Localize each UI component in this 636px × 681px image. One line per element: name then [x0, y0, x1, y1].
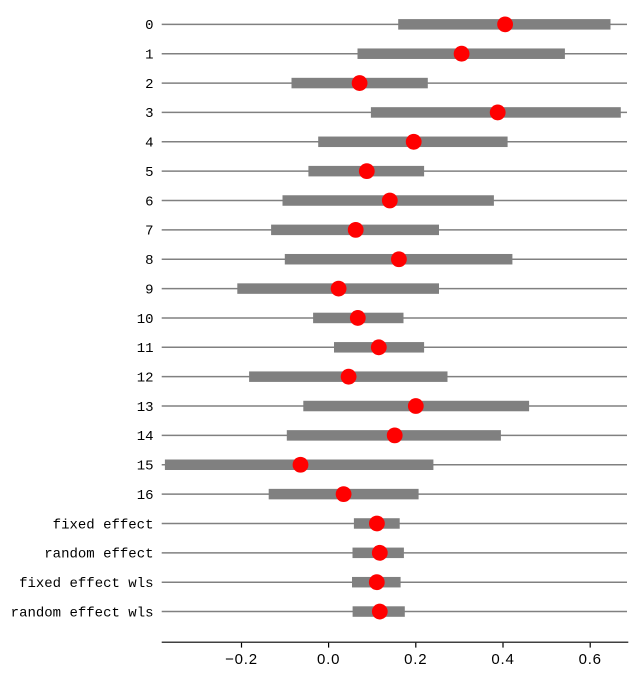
svg-text:fixed effect wls: fixed effect wls: [19, 576, 153, 592]
svg-text:8: 8: [145, 253, 153, 269]
svg-text:15: 15: [137, 459, 154, 475]
svg-text:0.6: 0.6: [579, 651, 602, 668]
svg-text:14: 14: [137, 429, 154, 445]
svg-text:0.4: 0.4: [491, 651, 514, 668]
svg-text:3: 3: [145, 106, 153, 122]
svg-text:random effect: random effect: [44, 547, 153, 563]
svg-text:0.0: 0.0: [317, 651, 340, 668]
svg-text:0.2: 0.2: [404, 651, 427, 668]
svg-text:2: 2: [145, 77, 153, 93]
svg-text:7: 7: [145, 224, 153, 240]
svg-text:0: 0: [145, 18, 153, 34]
svg-text:9: 9: [145, 282, 153, 298]
svg-text:1: 1: [145, 48, 153, 64]
svg-text:4: 4: [145, 136, 153, 152]
svg-text:random effect wls: random effect wls: [11, 605, 154, 621]
svg-text:11: 11: [137, 341, 154, 357]
svg-text:12: 12: [137, 370, 154, 386]
svg-text:5: 5: [145, 165, 153, 181]
svg-text:6: 6: [145, 194, 153, 210]
svg-text:10: 10: [137, 312, 154, 328]
svg-text:−0.2: −0.2: [225, 651, 258, 668]
svg-text:fixed effect: fixed effect: [53, 517, 154, 533]
svg-text:16: 16: [137, 488, 154, 504]
svg-text:13: 13: [137, 400, 154, 416]
